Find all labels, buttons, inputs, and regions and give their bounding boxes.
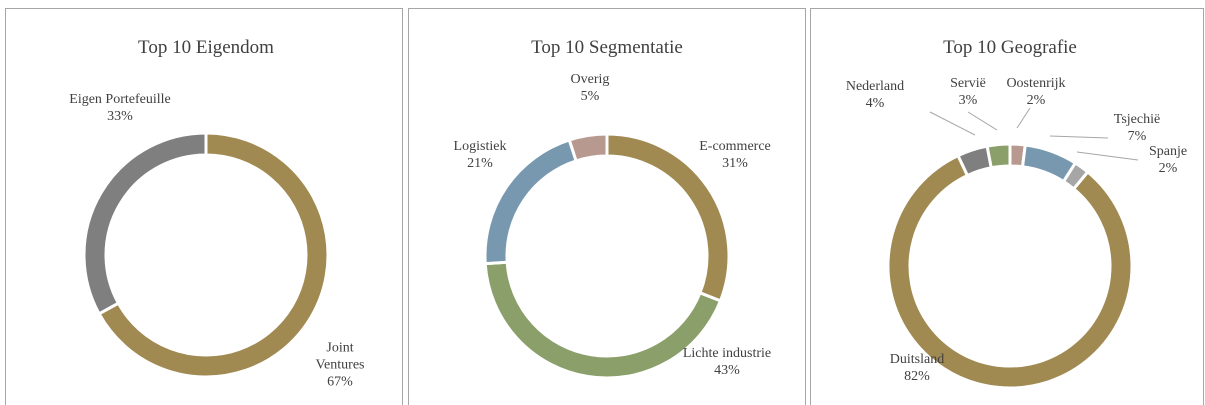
label-text: Overig	[570, 72, 610, 87]
label-text: Top 10 Eigendom	[138, 37, 274, 58]
label-text: Top 10 Segmentatie	[531, 37, 683, 58]
label-text: 21%	[467, 156, 493, 171]
slice-label: Nederland 4%	[846, 78, 904, 112]
slice-label: Joint Ventures 67%	[305, 340, 375, 391]
chart-title: Top 10 Geografie	[943, 37, 1077, 59]
slice-label: Spanje 2%	[1149, 143, 1187, 177]
donut-slice	[886, 153, 1134, 390]
label-text: 4%	[865, 96, 885, 111]
label-text: Oostenrijk	[1006, 76, 1066, 91]
label-text: Top 10 Geografie	[943, 37, 1077, 58]
donut-slice	[82, 131, 208, 316]
slice-label: Eigen Portefeuille 33%	[69, 91, 170, 125]
label-text: Nederland	[845, 79, 905, 94]
slice-label: Lichte industrie 43%	[683, 345, 771, 379]
leader-line	[967, 111, 998, 131]
label-text: Duitsland	[889, 352, 945, 367]
chart-title: Top 10 Eigendom	[138, 37, 274, 59]
leader-line	[1016, 107, 1031, 129]
panel	[408, 8, 806, 405]
label-text: 82%	[904, 369, 930, 384]
slice-label: Duitsland 82%	[890, 351, 944, 385]
label-text: Joint Ventures	[315, 340, 365, 373]
label-text: Lichte industrie	[682, 346, 772, 361]
label-text: Servië	[950, 76, 986, 91]
donut-slice	[567, 132, 609, 163]
panel	[810, 8, 1204, 405]
label-text: Tsjechië	[1113, 112, 1161, 127]
leader-line	[929, 111, 976, 136]
donut-slice	[985, 142, 1012, 170]
slice-label: Tsjechië 7%	[1114, 111, 1160, 145]
leader-line	[1049, 135, 1109, 139]
chart-title: Top 10 Segmentatie	[531, 37, 683, 59]
slice-label: Logistiek 21%	[454, 138, 507, 172]
slice-label: Oostenrijk 2%	[1006, 75, 1065, 109]
label-text: Logistiek	[453, 139, 507, 154]
label-text: 2%	[1158, 161, 1178, 176]
label-text: 2%	[1026, 93, 1046, 108]
label-text: 7%	[1127, 129, 1147, 144]
slice-label: Servië 3%	[950, 75, 986, 109]
slice-label: E-commerce 31%	[699, 138, 771, 172]
label-text: 33%	[107, 109, 133, 124]
donut-slice	[97, 131, 330, 379]
label-text: Eigen Portefeuille	[69, 92, 171, 107]
label-text: 3%	[958, 93, 978, 108]
slice-label: Overig 5%	[571, 71, 610, 105]
label-text: 5%	[580, 89, 600, 104]
label-text: 31%	[722, 156, 748, 171]
leader-line	[1076, 151, 1139, 161]
label-text: 43%	[714, 363, 740, 378]
label-text: 67%	[327, 374, 353, 390]
label-text: Spanje	[1148, 144, 1188, 159]
panel	[5, 8, 403, 405]
label-text: E-commerce	[699, 139, 771, 154]
